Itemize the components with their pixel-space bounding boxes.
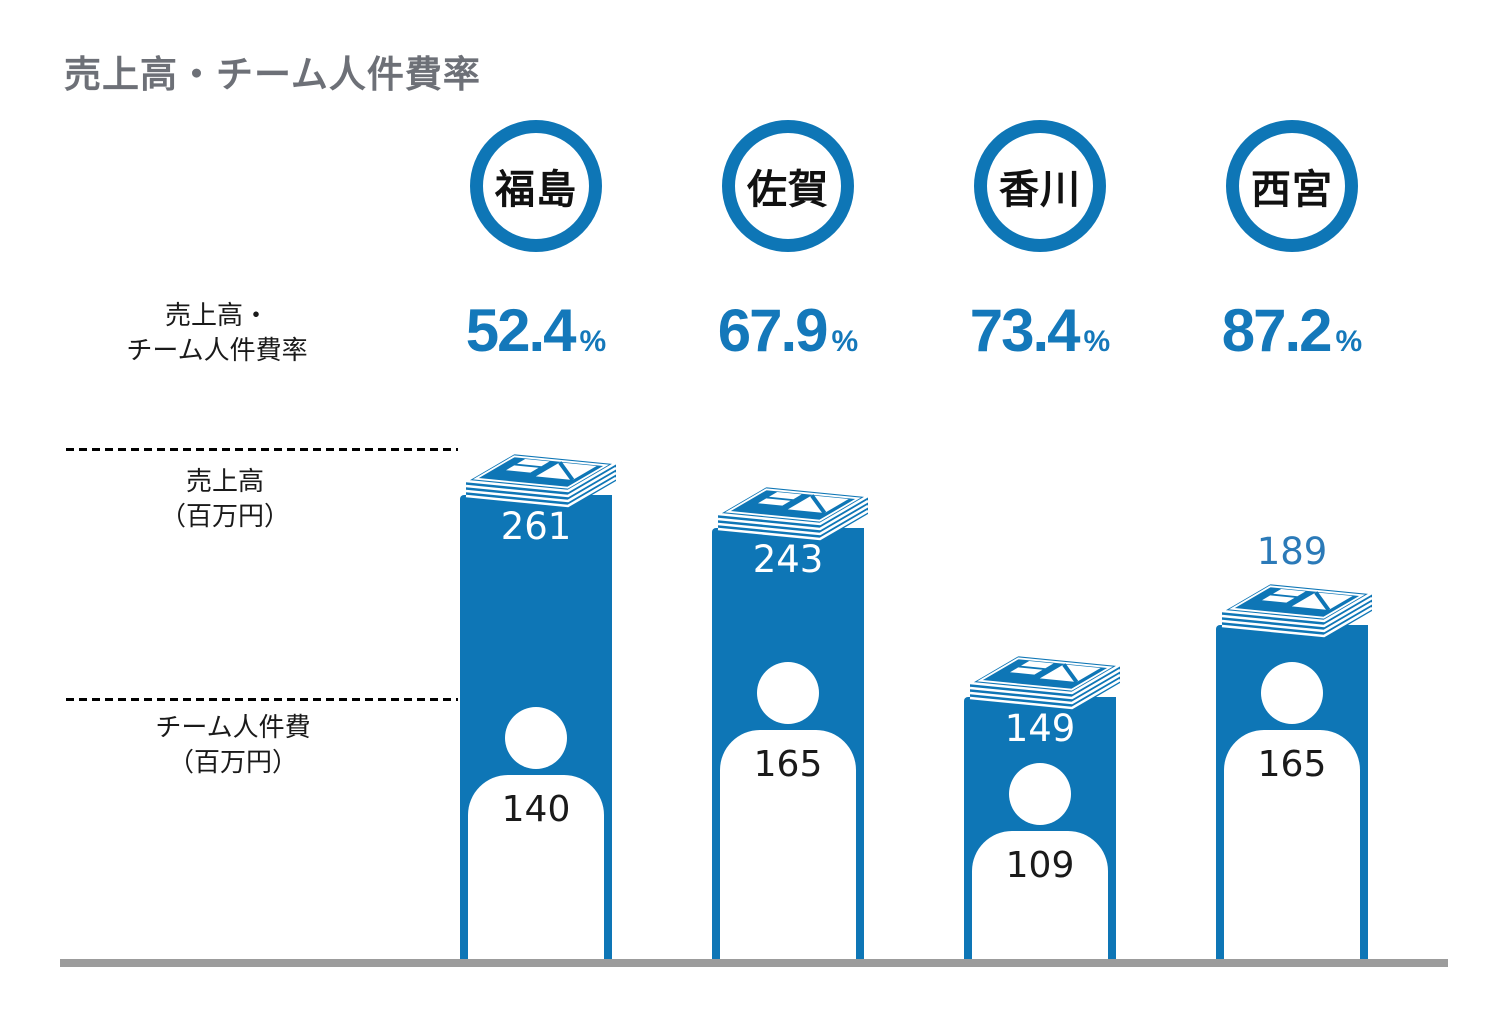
sales-value-label: 189: [1256, 530, 1328, 573]
sales-bar: 189 189 165: [1216, 530, 1376, 965]
team-badge-fukushima: 福島: [470, 120, 602, 252]
sales-value-label: 261: [500, 505, 572, 548]
percent-sign: %: [579, 325, 607, 358]
person-body: 165: [1224, 730, 1360, 959]
ratio-value: 87.2 %: [1182, 296, 1402, 365]
cost-row-label: チーム人件費 （百万円）: [93, 710, 373, 780]
team-badge-label: 香川: [999, 168, 1081, 212]
sales-bar: 149 149 109: [964, 653, 1124, 965]
sales-row-label: 売上高 （百万円）: [85, 464, 365, 534]
person-head: [757, 662, 819, 724]
sales-reference-dash-line: [66, 448, 458, 451]
ratio-value: 67.9 %: [678, 296, 898, 365]
person-body: 140: [468, 775, 604, 959]
person-icon: 165: [1224, 662, 1360, 959]
team-badge-label: 福島: [495, 168, 577, 212]
person-head: [505, 707, 567, 769]
sales-bar: 261 261 140: [460, 451, 620, 965]
team-badge-saga: 佐賀: [722, 120, 854, 252]
ratio-value: 52.4 %: [426, 296, 646, 365]
ratio-number: 52.4: [465, 297, 577, 364]
sales-row-label-line2: （百万円）: [159, 501, 290, 531]
cost-value-label: 165: [753, 744, 823, 785]
banknotes-icon: [1212, 575, 1380, 641]
percent-sign: %: [1335, 325, 1363, 358]
ratio-value: 73.4 %: [930, 296, 1150, 365]
ratio-number: 67.9: [717, 297, 829, 364]
cost-value-label: 109: [1005, 845, 1075, 886]
ratio-row-label-line2: チーム人件費率: [126, 335, 308, 365]
person-body: 109: [972, 831, 1108, 959]
sales-row-label-line1: 売上高: [185, 466, 264, 496]
ratio-number: 87.2: [1221, 297, 1333, 364]
banknotes-icon: [708, 478, 876, 544]
banknotes-icon: [456, 445, 624, 511]
person-icon: 165: [720, 662, 856, 959]
ratio-row-label: 売上高・ チーム人件費率: [77, 298, 357, 368]
team-badge-nishinomiya: 西宮: [1226, 120, 1358, 252]
sales-value-label: 149: [1004, 707, 1076, 750]
cost-row-label-line1: チーム人件費: [155, 712, 311, 742]
sales-value-label: 243: [752, 538, 824, 581]
person-icon: 140: [468, 707, 604, 959]
team-badge-label: 佐賀: [747, 168, 829, 212]
person-head: [1261, 662, 1323, 724]
person-head: [1009, 763, 1071, 825]
cost-row-label-line2: （百万円）: [167, 747, 298, 777]
team-badge-label: 西宮: [1251, 168, 1333, 212]
percent-sign: %: [1083, 325, 1111, 358]
page-title: 売上高・チーム人件費率: [64, 54, 481, 95]
percent-sign: %: [831, 325, 859, 358]
banknotes-icon: [960, 647, 1128, 713]
team-badge-kagawa: 香川: [974, 120, 1106, 252]
cost-reference-dash-line: [66, 698, 458, 701]
cost-value-label: 140: [501, 789, 571, 830]
ratio-number: 73.4: [969, 297, 1081, 364]
person-body: 165: [720, 730, 856, 959]
sales-bar: 243 243 165: [712, 484, 872, 965]
cost-value-label: 165: [1257, 744, 1327, 785]
ratio-row-label-line1: 売上高・: [164, 300, 269, 330]
chart-baseline: [60, 959, 1448, 967]
person-icon: 109: [972, 763, 1108, 959]
